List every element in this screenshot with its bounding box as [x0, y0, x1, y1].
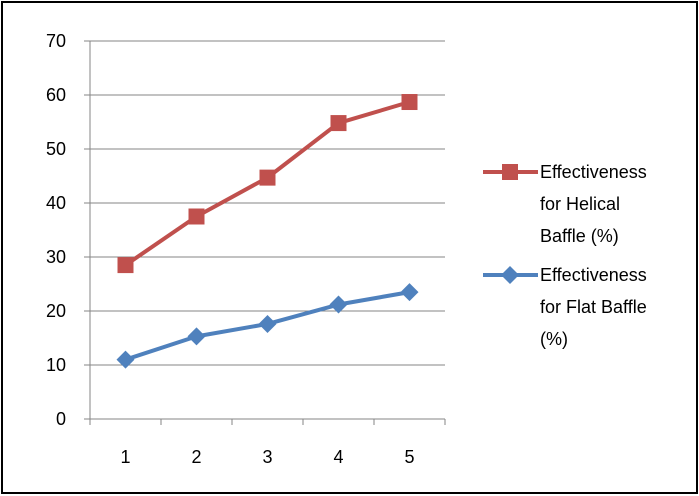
x-tick-label: 4: [333, 447, 343, 467]
data-point: [330, 115, 347, 132]
series-0: [117, 94, 418, 274]
gridlines: [90, 40, 445, 366]
data-point: [259, 169, 276, 186]
data-point: [329, 295, 348, 314]
y-tick-label: 20: [46, 301, 66, 321]
x-tick-label: 5: [404, 447, 414, 467]
x-tick-label: 3: [262, 447, 272, 467]
series-1: [116, 283, 419, 369]
data-point: [400, 283, 419, 302]
legend-entry-0: Effectiveness for Helical Baffle (%): [483, 162, 647, 246]
y-tick-label: 0: [56, 409, 66, 429]
data-point: [401, 94, 418, 111]
data-point: [258, 314, 277, 333]
x-tick-label: 2: [191, 447, 201, 467]
legend-label: Effectiveness: [540, 162, 647, 182]
legend-label: (%): [540, 329, 568, 349]
x-tick-labels: 1 2 3 4 5: [120, 447, 414, 467]
data-point: [116, 350, 135, 369]
series: [116, 94, 419, 369]
legend-label: Baffle (%): [540, 226, 619, 246]
data-point: [117, 257, 134, 274]
y-tick-label: 70: [46, 31, 66, 51]
y-tick-label: 40: [46, 193, 66, 213]
legend-label: for Flat Baffle: [540, 297, 647, 317]
legend-entry-1: Effectiveness for Flat Baffle (%): [483, 265, 647, 349]
y-tick-label: 60: [46, 85, 66, 105]
x-tick-label: 1: [120, 447, 130, 467]
legend-label: Effectiveness: [540, 265, 647, 285]
y-tick-label: 10: [46, 355, 66, 375]
y-tick-label: 50: [46, 139, 66, 159]
data-point: [187, 327, 206, 346]
y-tick-labels: 0 10 20 30 40 50 60 70: [46, 31, 66, 429]
y-tick-label: 30: [46, 247, 66, 267]
legend-label: for Helical: [540, 194, 620, 214]
legend-marker-0: [502, 164, 518, 180]
data-point: [188, 208, 205, 225]
axes: [84, 40, 446, 425]
legend-marker-1: [501, 266, 519, 284]
